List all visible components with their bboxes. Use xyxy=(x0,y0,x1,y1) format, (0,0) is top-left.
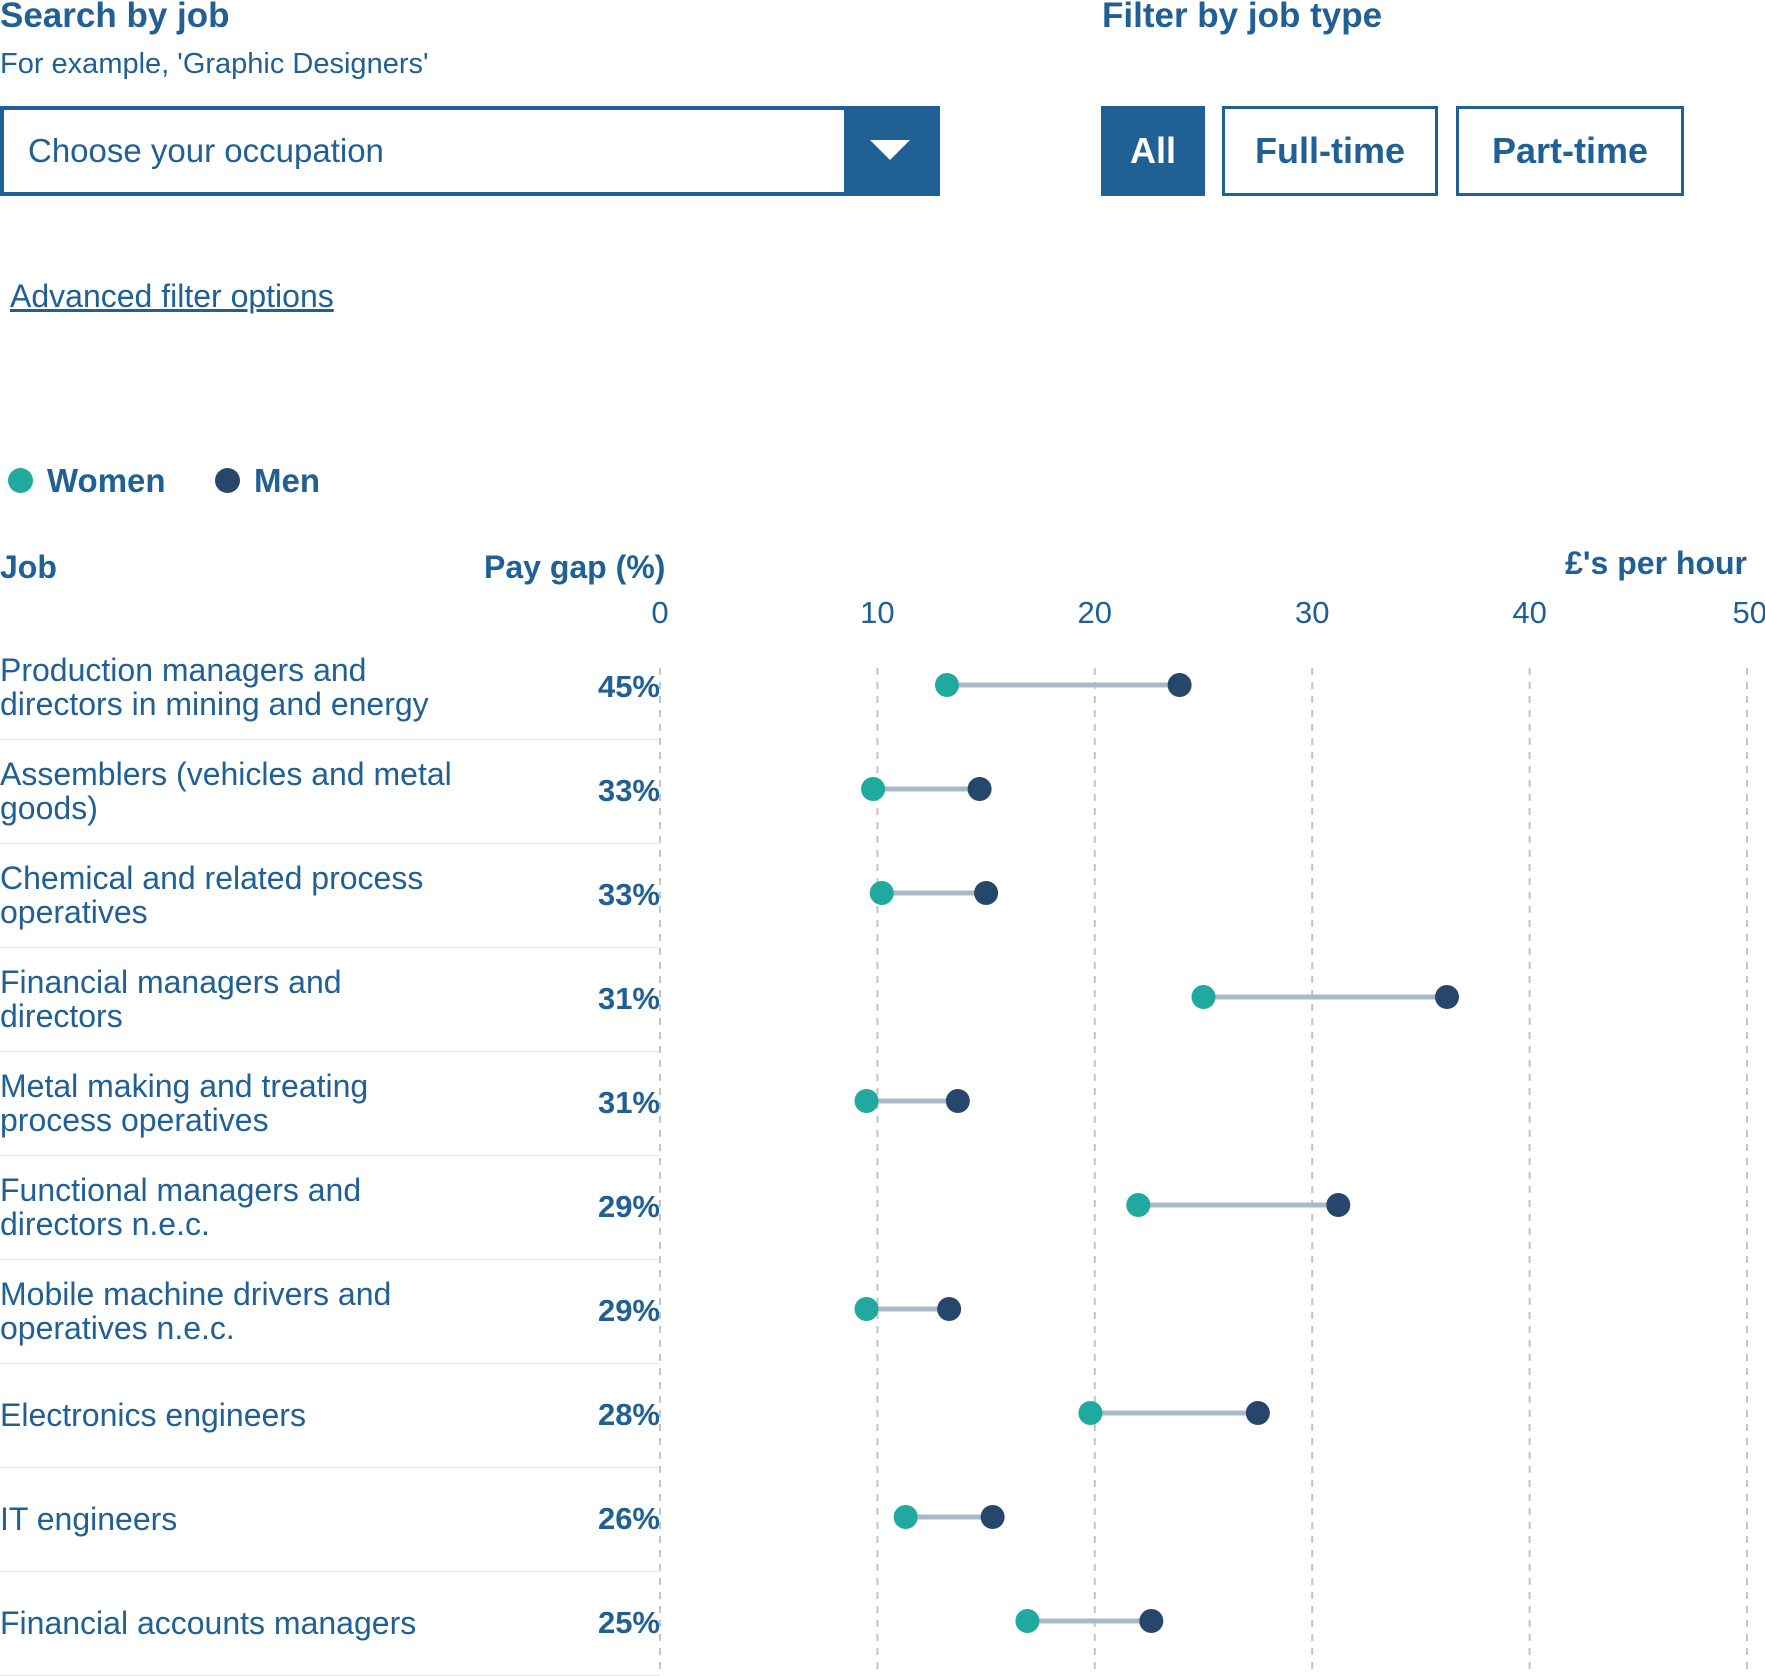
table-row: IT engineers 26% xyxy=(0,1467,660,1571)
filter-all-button[interactable]: All xyxy=(1101,106,1205,196)
row-divider xyxy=(0,739,660,740)
men-dot-icon xyxy=(215,467,240,493)
table-row: Chemical and related process operatives 3… xyxy=(0,843,660,947)
table-row: Assemblers (vehicles and metal goods) 33% xyxy=(0,739,660,843)
women-point xyxy=(1078,1401,1103,1425)
men-point xyxy=(1139,1609,1164,1633)
row-divider xyxy=(0,1467,660,1468)
men-point xyxy=(967,777,992,801)
pay-gap-value: 29% xyxy=(597,1189,660,1224)
men-point xyxy=(937,1297,962,1321)
search-hint: For example, 'Graphic Designers' xyxy=(0,48,429,80)
women-point xyxy=(934,673,959,697)
x-tick-label: 50 xyxy=(1733,595,1765,630)
job-label: Chemical and related process operatives xyxy=(0,860,424,930)
table-row: Electronics engineers 28% xyxy=(0,1363,660,1467)
women-point xyxy=(869,881,894,905)
column-header-hourly: £'s per hour xyxy=(1565,545,1747,581)
table-row: Mobile machine drivers and operatives n.… xyxy=(0,1259,660,1363)
table-row: Financial managers and directors 31% xyxy=(0,947,660,1051)
job-label: Financial managers and directors xyxy=(0,964,342,1034)
row-divider xyxy=(0,1155,660,1156)
pay-gap-value: 26% xyxy=(597,1501,660,1536)
job-label: Functional managers and directors n.e.c. xyxy=(0,1172,362,1242)
column-header-job: Job xyxy=(0,549,57,585)
men-point xyxy=(1245,1401,1270,1425)
column-header-pay-gap: Pay gap (%) xyxy=(484,549,666,585)
legend-men: Men xyxy=(215,462,320,500)
row-divider xyxy=(0,1571,660,1572)
row-divider xyxy=(0,947,660,948)
row-divider xyxy=(0,1259,660,1260)
chevron-down-icon xyxy=(870,140,910,160)
women-point xyxy=(1015,1609,1040,1633)
men-point xyxy=(945,1089,970,1113)
job-label: IT engineers xyxy=(0,1501,178,1537)
women-point xyxy=(893,1505,918,1529)
job-label: Financial accounts managers xyxy=(0,1605,417,1641)
occupation-select-placeholder: Choose your occupation xyxy=(28,132,384,169)
job-label: Metal making and treating process operat… xyxy=(0,1068,369,1138)
legend-women-label: Women xyxy=(47,462,166,499)
legend-women: Women xyxy=(8,462,166,500)
pay-gap-value: 31% xyxy=(597,1085,660,1120)
search-title: Search by job xyxy=(0,0,230,35)
men-point xyxy=(1167,673,1192,697)
pay-gap-value: 25% xyxy=(597,1605,660,1640)
filter-title: Filter by job type xyxy=(1102,0,1383,35)
women-point xyxy=(854,1297,879,1321)
table-row: Functional managers and directors n.e.c.… xyxy=(0,1155,660,1259)
job-label: Mobile machine drivers and operatives n.… xyxy=(0,1276,392,1346)
x-tick-label: 10 xyxy=(860,595,894,630)
women-point xyxy=(1126,1193,1151,1217)
women-point xyxy=(1191,985,1216,1009)
x-tick-label: 40 xyxy=(1512,595,1546,630)
job-label: Electronics engineers xyxy=(0,1397,306,1433)
x-tick-label: 0 xyxy=(651,595,668,630)
pay-gap-value: 33% xyxy=(597,773,660,808)
pay-gap-value: 45% xyxy=(597,669,660,704)
pay-gap-value: 28% xyxy=(597,1397,660,1432)
women-point xyxy=(861,777,886,801)
men-point xyxy=(974,881,999,905)
pay-gap-value: 29% xyxy=(597,1293,660,1328)
x-tick-label: 30 xyxy=(1295,595,1329,630)
men-point xyxy=(1326,1193,1351,1217)
pay-gap-value: 31% xyxy=(597,981,660,1016)
table-row: Metal making and treating process operat… xyxy=(0,1051,660,1155)
table-row: Financial accounts managers 25% xyxy=(0,1571,660,1675)
women-dot-icon xyxy=(8,467,33,493)
women-point xyxy=(854,1089,879,1113)
occupation-select[interactable]: Choose your occupation xyxy=(0,106,940,196)
row-divider xyxy=(0,1363,660,1364)
filter-part-time-button[interactable]: Part-time xyxy=(1456,106,1684,196)
row-divider xyxy=(0,843,660,844)
job-label: Assemblers (vehicles and metal goods) xyxy=(0,756,452,826)
pay-gap-value: 33% xyxy=(597,877,660,912)
row-divider xyxy=(0,1051,660,1052)
table-row: Production managers and directors in min… xyxy=(0,635,660,739)
advanced-filter-link[interactable]: Advanced filter options xyxy=(10,278,334,314)
men-point xyxy=(1434,985,1459,1009)
men-point xyxy=(980,1505,1005,1529)
dropdown-button[interactable] xyxy=(844,110,936,192)
legend-men-label: Men xyxy=(254,462,320,499)
filter-full-time-button[interactable]: Full-time xyxy=(1222,106,1438,196)
x-tick-label: 20 xyxy=(1078,595,1112,630)
job-label: Production managers and directors in min… xyxy=(0,652,429,722)
